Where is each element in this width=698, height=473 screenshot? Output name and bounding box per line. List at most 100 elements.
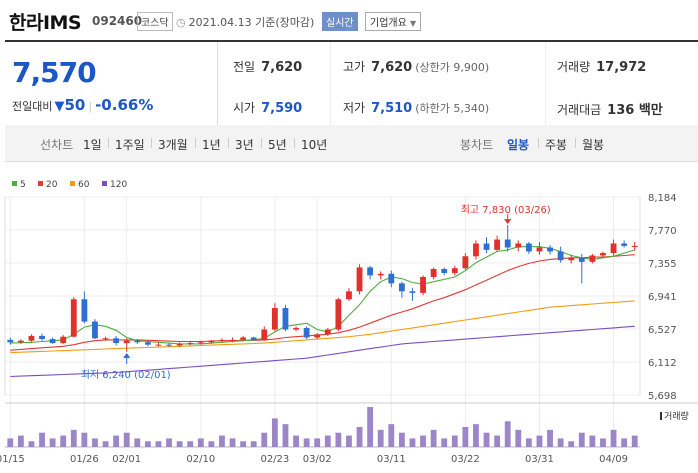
candle-body: [250, 337, 257, 340]
divider: [108, 138, 109, 148]
company-info-label: 기업개요: [370, 18, 407, 29]
volume-bar: [197, 438, 204, 447]
realtime-button[interactable]: 실시간: [322, 12, 358, 31]
volume-bar: [589, 435, 596, 447]
low-price: 저가 7,510 (하한가 5,340): [343, 99, 489, 116]
change-percent: -0.66%: [95, 96, 154, 114]
stock-code: 092460: [92, 14, 143, 28]
volume-bar: [388, 424, 395, 447]
high-label: 고가: [343, 60, 366, 74]
volume-bar: [420, 435, 426, 447]
down-triangle-icon: ▼: [54, 99, 65, 114]
x-tick-label: 03/02: [303, 454, 332, 465]
volume-bar: [113, 435, 120, 447]
volume-bar: [473, 424, 479, 447]
legend-swatch-ma5: [12, 181, 17, 186]
volume-bar: [430, 429, 437, 447]
change-row: 전일대비 ▼50 | -0.66%: [12, 96, 153, 114]
low-value: 7,510: [371, 101, 413, 116]
volume-bar: [557, 438, 564, 447]
annotation-low: 최저 6,240 (02/01): [81, 369, 171, 381]
legend-swatch-ma120: [102, 181, 107, 186]
y-tick-label: 6,527: [648, 325, 677, 336]
volume-bar: [547, 429, 553, 447]
tab-daily[interactable]: 일봉: [507, 138, 530, 152]
ma-line-60: [10, 300, 635, 354]
change-value: 50: [64, 96, 86, 114]
tab-weekly[interactable]: 주봉: [545, 138, 568, 152]
prev-close-value: 7,620: [261, 60, 303, 75]
volume-bar: [303, 438, 310, 447]
column-divider: [330, 42, 331, 125]
candle-body: [409, 291, 416, 293]
volume-bar: [70, 429, 77, 447]
volume-bar: [17, 435, 24, 447]
company-info-dropdown[interactable]: 기업개요 ▼: [365, 12, 422, 31]
candle-body: [240, 337, 247, 340]
tab-3m[interactable]: 3개월: [158, 138, 188, 152]
candle-body: [557, 251, 564, 261]
candle-body: [314, 334, 321, 338]
tab-1w[interactable]: 1주일: [115, 138, 145, 152]
volume-bar: [367, 407, 374, 447]
y-tick-label: 5,698: [648, 391, 677, 402]
volume-bar: [504, 421, 511, 447]
candle-body: [430, 269, 437, 277]
candle-body: [377, 273, 384, 276]
high-value: 7,620: [371, 60, 413, 75]
divider: [195, 138, 196, 148]
x-tick-label: 02/10: [186, 454, 215, 465]
candle-body: [102, 338, 109, 340]
y-tick-label: 6,941: [648, 292, 677, 303]
volume-bar: [134, 438, 141, 447]
candle-body: [113, 338, 120, 344]
tab-5y[interactable]: 5년: [268, 138, 287, 152]
prev-close-label: 전일: [233, 60, 256, 74]
candle-body: [92, 321, 98, 339]
price-annotations: 최고 7,830 (03/26) 최저 6,240 (02/01): [81, 204, 551, 381]
tab-1y[interactable]: 1년: [202, 138, 221, 152]
current-price-panel: 7,570 전일대비 ▼50 | -0.66%: [5, 42, 218, 125]
volume-bar: [610, 429, 617, 447]
candle-body: [208, 340, 215, 343]
candle-body: [261, 329, 268, 340]
line-chart-label: 선차트: [40, 138, 74, 152]
candle-body: [17, 340, 24, 343]
y-tick-label: 7,355: [648, 259, 677, 270]
divider: [575, 138, 576, 148]
candle-body: [515, 243, 522, 248]
tab-10y[interactable]: 10년: [301, 138, 328, 152]
volume-bar: [92, 438, 98, 447]
stock-name: 한라IMS: [9, 12, 82, 34]
upper-limit: (상한가 9,900): [415, 61, 490, 74]
high-price: 고가 7,620 (상한가 9,900): [343, 58, 489, 75]
candle-body: [282, 308, 289, 330]
change-label: 전일대비: [12, 100, 53, 113]
open-value: 7,590: [261, 101, 303, 116]
candle-body: [536, 247, 543, 252]
tab-monthly[interactable]: 월봉: [582, 138, 605, 152]
volume-bar: [356, 427, 363, 447]
candle-body: [144, 342, 151, 345]
open-price: 시가 7,590: [233, 99, 302, 116]
ma-line-120: [10, 325, 635, 378]
tab-3y[interactable]: 3년: [235, 138, 254, 152]
candle-body: [166, 344, 172, 346]
candle-body: [473, 243, 479, 257]
candle-body: [49, 339, 56, 344]
candle-body: [346, 291, 352, 300]
candle-body: [197, 342, 204, 344]
volume-bar: [346, 435, 352, 447]
candle-body: [356, 267, 363, 292]
volume-bar: [166, 438, 172, 447]
divider: [294, 138, 295, 148]
candle-body: [610, 243, 617, 254]
candle-body: [7, 339, 14, 343]
x-tick-label: 03/11: [377, 454, 406, 465]
candle-body: [81, 299, 88, 322]
x-tick-label: 01/26: [70, 454, 99, 465]
trade-amount: 거래대금 136 백만: [557, 99, 663, 118]
volume-bar: [324, 435, 331, 447]
volume-bar: [39, 432, 45, 447]
tab-1d[interactable]: 1일: [83, 138, 102, 152]
